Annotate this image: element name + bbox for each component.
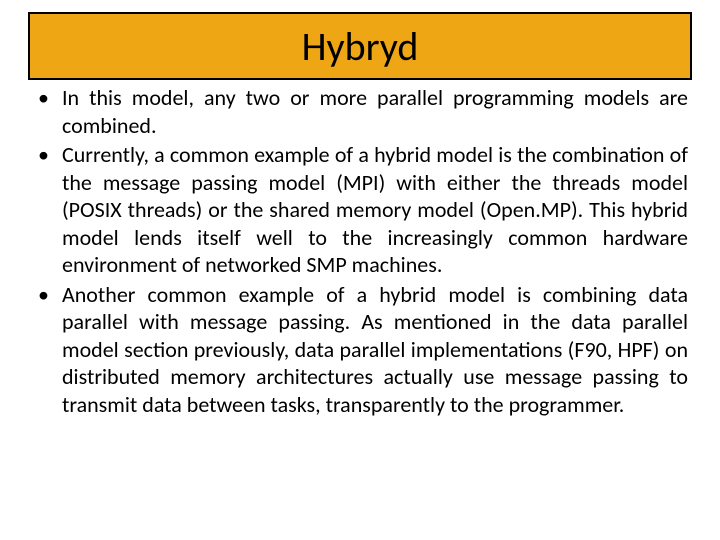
bullet-text: Currently, a common example of a hybrid … xyxy=(62,141,688,279)
bullet-item: • Currently, a common example of a hybri… xyxy=(36,141,688,279)
slide-title: Hybryd xyxy=(302,22,419,71)
bullet-item: • Another common example of a hybrid mod… xyxy=(36,281,688,419)
bullet-text: In this model, any two or more parallel … xyxy=(62,84,688,139)
slide-body: • In this model, any two or more paralle… xyxy=(36,84,688,420)
bullet-item: • In this model, any two or more paralle… xyxy=(36,84,688,139)
bullet-marker: • xyxy=(36,84,62,112)
title-box: Hybryd xyxy=(28,12,692,80)
bullet-marker: • xyxy=(36,281,62,309)
bullet-marker: • xyxy=(36,141,62,169)
bullet-text: Another common example of a hybrid model… xyxy=(62,281,688,419)
